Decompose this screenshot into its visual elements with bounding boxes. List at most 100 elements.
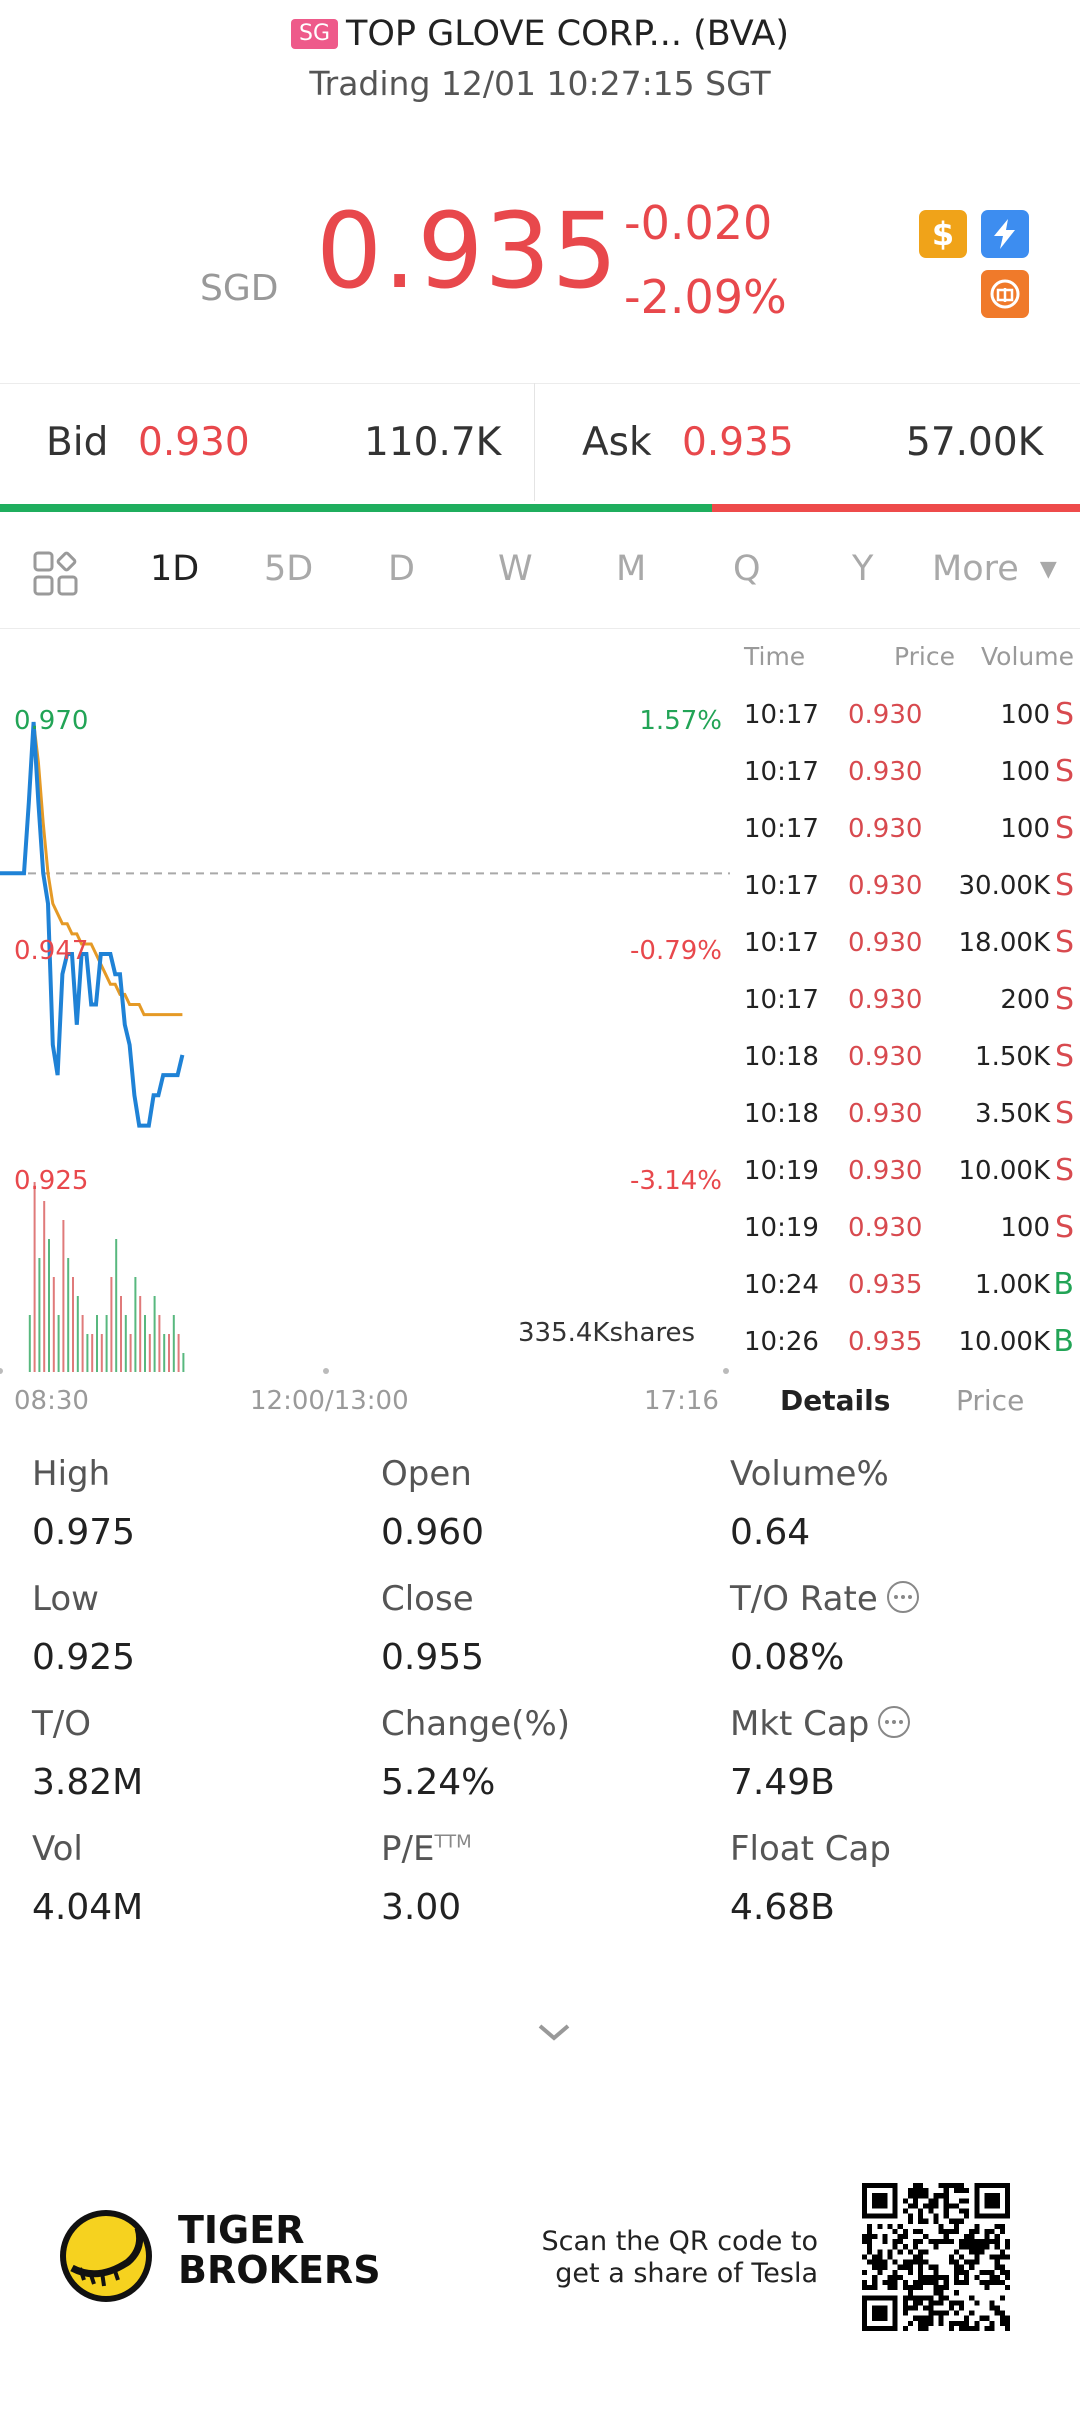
tab-y[interactable]: Y — [852, 549, 874, 589]
chevron-down-icon: ▼ — [1039, 557, 1057, 582]
more-label: More — [932, 549, 1019, 589]
last-price: 0.935 — [316, 190, 619, 312]
volume-bar — [163, 1334, 166, 1372]
stat-label: Volume% — [730, 1454, 889, 1494]
trade-volume: 18.00K — [958, 928, 1050, 958]
stock-title: SG TOP GLOVE CORP... (BVA) — [0, 14, 1080, 54]
trade-volume: 30.00K — [958, 871, 1050, 901]
axis-dot — [0, 1368, 3, 1374]
tab-details[interactable]: Details — [780, 1384, 891, 1417]
trade-price: 0.930 — [848, 1213, 923, 1243]
chevron-down-icon[interactable] — [536, 2020, 572, 2048]
volume-bar — [43, 1201, 46, 1372]
tab-5d[interactable]: 5D — [264, 549, 314, 589]
stat-value: 0.960 — [381, 1512, 485, 1553]
volume-bars — [28, 1182, 185, 1372]
price-line — [0, 721, 185, 1128]
volume-bar — [124, 1315, 127, 1372]
volume-bar — [72, 1277, 74, 1372]
intraday-chart[interactable] — [0, 630, 730, 1410]
tab-w[interactable]: W — [498, 549, 533, 589]
stock-name: TOP GLOVE CORP... (BVA) — [346, 14, 790, 54]
trade-side: S — [1054, 754, 1074, 789]
trading-status: Trading 12/01 10:27:15 SGT — [309, 64, 771, 103]
info-icon[interactable] — [877, 1705, 911, 1748]
trade-volume: 100 — [1000, 814, 1050, 844]
volume-bar — [158, 1315, 161, 1372]
x-label-midday: 12:00/13:00 — [250, 1386, 409, 1416]
trade-volume: 1.00K — [975, 1270, 1050, 1300]
layout-grid-icon[interactable] — [32, 550, 80, 602]
trade-time: 10:18 — [744, 1099, 819, 1129]
volume-bar — [120, 1296, 122, 1372]
gift-icon[interactable] — [981, 270, 1029, 318]
stat-label: P/E — [381, 1829, 435, 1869]
tt-header-price: Price — [894, 642, 955, 671]
trade-side: B — [1053, 1324, 1074, 1359]
stat-value: 3.82M — [32, 1762, 144, 1803]
volume-bar — [182, 1353, 185, 1372]
trade-volume: 200 — [1000, 985, 1050, 1015]
volume-bar — [110, 1277, 113, 1372]
stat-value: 4.68B — [730, 1887, 835, 1928]
trade-side: S — [1054, 1210, 1074, 1245]
pct-label-high: 1.57% — [639, 706, 722, 736]
bid-ask-divider — [534, 383, 535, 501]
bid-label: Bid — [46, 420, 109, 465]
trade-time: 10:17 — [744, 985, 819, 1015]
tab-price[interactable]: Price — [956, 1384, 1025, 1417]
volume-bar — [86, 1334, 89, 1372]
ask-size: 57.00K — [906, 420, 1044, 465]
stat-label: Open — [381, 1454, 472, 1494]
trade-side: S — [1054, 982, 1074, 1017]
volume-bar — [76, 1296, 79, 1372]
stat-value: 0.08% — [730, 1637, 845, 1678]
pct-label-mid: -0.79% — [630, 936, 722, 966]
axis-dot — [723, 1368, 729, 1374]
price-change-percent: -2.09% — [624, 270, 787, 324]
tab-1d[interactable]: 1D — [150, 549, 200, 589]
volume-bar — [115, 1239, 118, 1372]
volume-bar — [144, 1315, 146, 1372]
tt-header-volume: Volume — [981, 642, 1074, 671]
qr-code[interactable] — [862, 2183, 1010, 2331]
volume-bar — [153, 1296, 156, 1372]
stat-label: Mkt Cap — [730, 1704, 870, 1744]
trade-volume: 3.50K — [975, 1099, 1050, 1129]
stat-label: Float Cap — [730, 1829, 891, 1869]
tab-more[interactable]: More ▼ — [932, 549, 1057, 589]
volume-bar — [28, 1315, 31, 1372]
tiger-logo-icon — [58, 2208, 154, 2308]
x-label-close: 17:16 — [644, 1386, 719, 1416]
stat-label: Low — [32, 1579, 99, 1619]
tt-header-time: Time — [744, 642, 806, 671]
stat-value: 3.00 — [381, 1887, 462, 1928]
brand-name: TIGER BROKERS — [178, 2210, 381, 2290]
tab-m[interactable]: M — [616, 549, 647, 589]
trade-side: S — [1054, 811, 1074, 846]
trade-time: 10:26 — [744, 1327, 819, 1357]
flash-icon[interactable] — [981, 210, 1029, 258]
ask-strength-bar — [712, 504, 1080, 512]
volume-bar — [67, 1258, 70, 1372]
price-change: -0.020 — [624, 196, 773, 250]
tab-d[interactable]: D — [388, 549, 415, 589]
y-label-low: 0.925 — [14, 1166, 89, 1196]
trade-side: S — [1054, 1096, 1074, 1131]
stat-value: 7.49B — [730, 1762, 835, 1803]
trade-price: 0.930 — [848, 1099, 923, 1129]
brand-line-2: BROKERS — [178, 2248, 381, 2292]
y-label-high: 0.970 — [14, 706, 89, 736]
info-icon[interactable] — [886, 1580, 920, 1623]
trade-price: 0.930 — [848, 757, 923, 787]
stat-label: Change(%) — [381, 1704, 571, 1744]
trade-volume: 100 — [1000, 700, 1050, 730]
trade-time: 10:17 — [744, 928, 819, 958]
volume-bar — [105, 1315, 108, 1372]
tab-q[interactable]: Q — [733, 549, 761, 589]
trade-price: 0.935 — [848, 1327, 923, 1357]
trade-time: 10:24 — [744, 1270, 819, 1300]
trade-price: 0.930 — [848, 985, 923, 1015]
trade-volume: 1.50K — [975, 1042, 1050, 1072]
dollar-icon[interactable]: $ — [919, 210, 967, 258]
